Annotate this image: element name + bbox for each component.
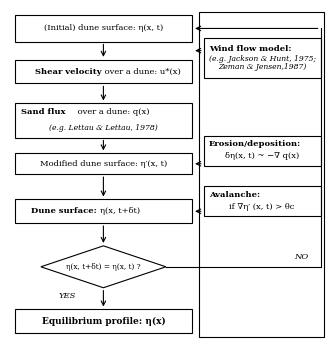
- Text: η(x, t+δt): η(x, t+δt): [100, 207, 140, 215]
- FancyBboxPatch shape: [15, 309, 192, 333]
- Text: Modified dune surface: η′(x, t): Modified dune surface: η′(x, t): [40, 160, 167, 168]
- Text: (Initial) dune surface: η(x, t): (Initial) dune surface: η(x, t): [44, 24, 163, 32]
- Text: (e.g. Jackson & Hunt, 1975;: (e.g. Jackson & Hunt, 1975;: [208, 55, 316, 63]
- FancyBboxPatch shape: [15, 153, 192, 174]
- Text: Wind flow model:: Wind flow model:: [209, 45, 291, 54]
- Text: δη(x, t) ~ −∇ q(x): δη(x, t) ~ −∇ q(x): [225, 152, 299, 160]
- Text: (e.g. Lettau & Lettau, 1978): (e.g. Lettau & Lettau, 1978): [49, 124, 158, 132]
- Text: over a dune: q(x): over a dune: q(x): [75, 108, 150, 116]
- FancyBboxPatch shape: [199, 12, 324, 337]
- FancyBboxPatch shape: [15, 15, 192, 42]
- Text: η(x, t+δt) = η(x, t) ?: η(x, t+δt) = η(x, t) ?: [66, 263, 141, 271]
- FancyBboxPatch shape: [15, 199, 192, 223]
- FancyBboxPatch shape: [204, 187, 321, 216]
- FancyBboxPatch shape: [15, 103, 192, 138]
- Text: Erosion/deposition:: Erosion/deposition:: [209, 140, 301, 149]
- Text: if ∇η′ (x, t) > θc: if ∇η′ (x, t) > θc: [229, 203, 295, 211]
- Text: Sand flux: Sand flux: [21, 108, 66, 116]
- Text: Shear velocity: Shear velocity: [35, 68, 102, 76]
- Text: Dune surface:: Dune surface:: [32, 207, 100, 215]
- Text: over a dune: u*(x): over a dune: u*(x): [102, 68, 181, 76]
- FancyBboxPatch shape: [204, 136, 321, 165]
- Text: YES: YES: [58, 293, 76, 301]
- FancyBboxPatch shape: [204, 38, 321, 78]
- Polygon shape: [41, 246, 166, 288]
- Text: Zeman & Jensen,1987): Zeman & Jensen,1987): [218, 63, 306, 70]
- Text: NO: NO: [294, 252, 308, 260]
- FancyBboxPatch shape: [15, 60, 192, 83]
- Text: Equilibrium profile: η(x): Equilibrium profile: η(x): [42, 317, 165, 326]
- Text: Avalanche:: Avalanche:: [209, 191, 260, 199]
